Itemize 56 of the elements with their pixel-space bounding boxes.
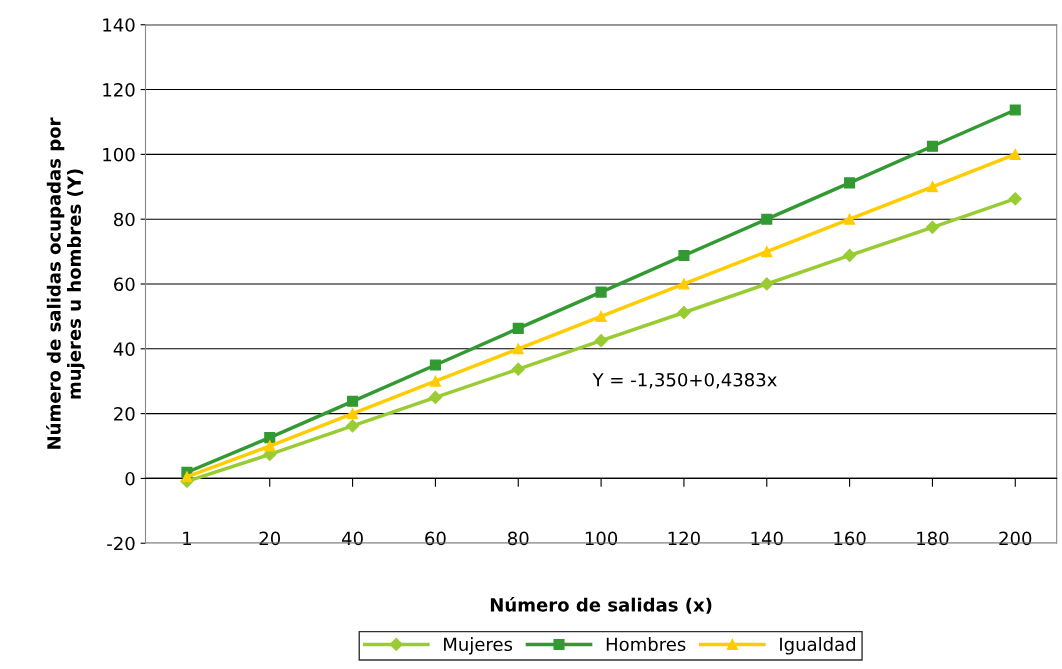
point	[429, 359, 441, 371]
point	[926, 140, 938, 152]
x-tick-label: 100	[585, 531, 618, 546]
point	[678, 249, 690, 262]
point	[761, 246, 773, 258]
point	[677, 305, 691, 320]
y-tick-label: 100	[103, 147, 135, 162]
y-tick-label: 40	[113, 342, 135, 356]
point	[512, 343, 524, 355]
point	[347, 395, 359, 407]
point	[595, 310, 607, 322]
point	[1009, 148, 1021, 160]
point	[678, 278, 690, 290]
point	[594, 334, 608, 348]
annotation: Y = -1,350+0,4383x	[592, 372, 777, 389]
point	[761, 213, 773, 225]
point	[345, 419, 360, 433]
x-tick-label: 120	[668, 531, 700, 546]
point	[181, 471, 193, 483]
point	[925, 220, 940, 234]
x-tick-label: 40	[341, 531, 363, 546]
x-tick-label: 140	[751, 531, 783, 546]
point	[428, 390, 443, 404]
point	[264, 432, 276, 444]
x-tick-label: 20	[259, 531, 281, 546]
point	[1008, 192, 1022, 206]
y-tick-label: 20	[114, 407, 135, 421]
point	[760, 277, 774, 291]
point	[844, 177, 856, 189]
y-tick-label: 140	[103, 18, 135, 32]
point	[595, 286, 607, 298]
point	[429, 375, 441, 387]
legend-label: Mujeres	[444, 637, 513, 655]
x-tick-label: 1	[183, 531, 191, 545]
point	[1009, 104, 1021, 116]
legend-label: Hombres	[606, 637, 686, 652]
legend-label: Igualdad	[780, 637, 855, 655]
point	[844, 213, 856, 225]
point	[512, 322, 524, 334]
x-tick-label: 180	[917, 531, 949, 546]
point	[843, 248, 857, 263]
x-tick-label: 200	[999, 531, 1032, 546]
x-axis-title: Número de salidas (x)	[490, 596, 712, 614]
x-tick-label: 80	[507, 531, 529, 546]
x-tick-label: 160	[834, 531, 866, 546]
y-tick-label: 0	[125, 471, 135, 486]
point	[926, 181, 938, 193]
y-tick-label: -20	[107, 536, 135, 551]
point	[347, 408, 359, 420]
x-tick-label: 60	[425, 531, 446, 546]
y-axis-title: Número de salidas ocupadas por mujeres u hombres (Y)	[46, 117, 85, 449]
y-tick-label: 60	[114, 277, 135, 292]
point	[511, 362, 525, 376]
point	[264, 440, 276, 452]
y-tick-label: 80	[114, 212, 135, 227]
y-tick-label: 120	[103, 83, 135, 97]
